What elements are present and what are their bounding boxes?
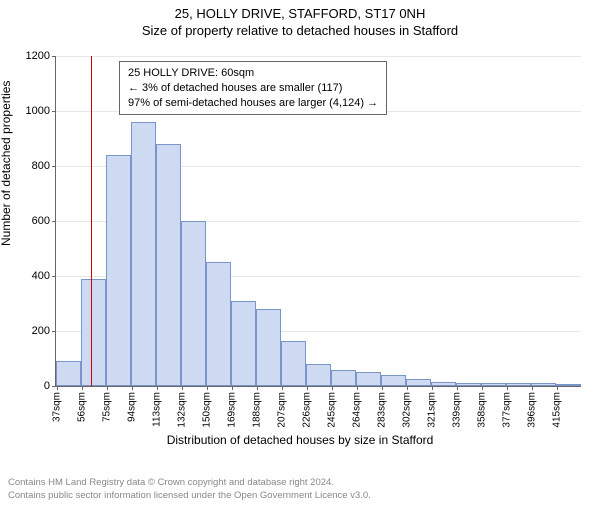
x-tick-mark — [157, 386, 158, 390]
y-tick-mark — [52, 331, 56, 332]
x-tick-mark — [207, 386, 208, 390]
x-tick-label: 396sqm — [527, 392, 538, 428]
footer-line-2: Contains public sector information licen… — [8, 490, 600, 502]
y-tick-mark — [52, 386, 56, 387]
x-tick-label: 302sqm — [402, 392, 413, 428]
x-tick-label: 321sqm — [427, 392, 438, 428]
y-tick-mark — [52, 221, 56, 222]
x-tick-label: 188sqm — [252, 392, 263, 428]
y-tick-mark — [52, 111, 56, 112]
histogram-bar — [431, 382, 456, 386]
x-tick-label: 283sqm — [377, 392, 388, 428]
x-tick-mark — [182, 386, 183, 390]
x-tick-label: 377sqm — [502, 392, 513, 428]
x-tick-label: 113sqm — [152, 392, 163, 427]
x-tick-label: 169sqm — [227, 392, 238, 428]
histogram-bar — [181, 221, 206, 386]
y-tick-label: 1000 — [26, 105, 50, 117]
footer-line-1: Contains HM Land Registry data © Crown c… — [8, 477, 600, 489]
y-tick-label: 800 — [32, 160, 50, 172]
info-box: 25 HOLLY DRIVE: 60sqm← 3% of detached ho… — [119, 61, 387, 116]
x-tick-label: 37sqm — [52, 392, 63, 422]
page-title: 25, HOLLY DRIVE, STAFFORD, ST17 0NH — [0, 6, 600, 21]
x-tick-mark — [82, 386, 83, 390]
histogram-bar — [531, 383, 556, 386]
x-tick-label: 56sqm — [77, 392, 88, 422]
y-tick-label: 200 — [32, 325, 50, 337]
histogram-bar — [456, 383, 481, 386]
x-tick-label: 245sqm — [327, 392, 338, 428]
histogram-bar — [381, 375, 406, 386]
y-tick-label: 1200 — [26, 50, 50, 62]
x-tick-mark — [107, 386, 108, 390]
histogram-bar — [281, 341, 306, 386]
x-tick-label: 358sqm — [477, 392, 488, 428]
histogram-bar — [331, 370, 356, 387]
info-box-line: ← 3% of detached houses are smaller (117… — [128, 81, 378, 96]
y-tick-label: 400 — [32, 270, 50, 282]
histogram-bar — [356, 372, 381, 386]
x-tick-mark — [257, 386, 258, 390]
property-marker-line — [91, 56, 92, 386]
x-tick-label: 207sqm — [277, 392, 288, 428]
histogram-bar — [56, 361, 81, 386]
attribution-footer: Contains HM Land Registry data © Crown c… — [0, 477, 600, 502]
histogram-bar — [131, 122, 156, 386]
x-tick-label: 150sqm — [202, 392, 213, 428]
x-tick-mark — [232, 386, 233, 390]
info-box-line: 25 HOLLY DRIVE: 60sqm — [128, 66, 378, 81]
x-tick-mark — [57, 386, 58, 390]
x-tick-mark — [132, 386, 133, 390]
x-tick-label: 94sqm — [127, 392, 138, 422]
histogram-bar — [206, 262, 231, 386]
x-tick-label: 415sqm — [552, 392, 563, 428]
x-tick-mark — [557, 386, 558, 390]
x-tick-mark — [307, 386, 308, 390]
histogram-bar — [481, 383, 506, 386]
x-tick-mark — [482, 386, 483, 390]
x-tick-label: 75sqm — [102, 392, 113, 422]
y-tick-label: 600 — [32, 215, 50, 227]
gridline — [56, 56, 581, 57]
x-tick-label: 264sqm — [352, 392, 363, 428]
histogram-chart: Number of detached properties 0200400600… — [0, 46, 600, 451]
x-tick-mark — [282, 386, 283, 390]
x-tick-mark — [382, 386, 383, 390]
histogram-bar — [231, 301, 256, 386]
x-tick-mark — [407, 386, 408, 390]
x-axis-label: Distribution of detached houses by size … — [0, 433, 600, 447]
x-tick-label: 226sqm — [302, 392, 313, 428]
histogram-bar — [406, 379, 431, 386]
y-tick-label: 0 — [44, 380, 50, 392]
x-tick-mark — [332, 386, 333, 390]
x-tick-mark — [457, 386, 458, 390]
histogram-bar — [156, 144, 181, 386]
x-tick-label: 339sqm — [452, 392, 463, 428]
x-tick-mark — [507, 386, 508, 390]
y-axis-label: Number of detached properties — [0, 81, 13, 246]
histogram-bar — [106, 155, 131, 386]
y-tick-mark — [52, 276, 56, 277]
info-box-line: 97% of semi-detached houses are larger (… — [128, 96, 378, 111]
page-subtitle: Size of property relative to detached ho… — [0, 23, 600, 38]
histogram-bar — [556, 384, 581, 386]
histogram-bar — [256, 309, 281, 386]
plot-area: 02004006008001000120037sqm56sqm75sqm94sq… — [55, 56, 581, 387]
histogram-bar — [306, 364, 331, 386]
histogram-bar — [506, 383, 531, 386]
histogram-bar — [81, 279, 106, 386]
x-tick-mark — [357, 386, 358, 390]
y-tick-mark — [52, 166, 56, 167]
x-tick-mark — [532, 386, 533, 390]
y-tick-mark — [52, 56, 56, 57]
x-tick-label: 132sqm — [177, 392, 188, 428]
x-tick-mark — [432, 386, 433, 390]
